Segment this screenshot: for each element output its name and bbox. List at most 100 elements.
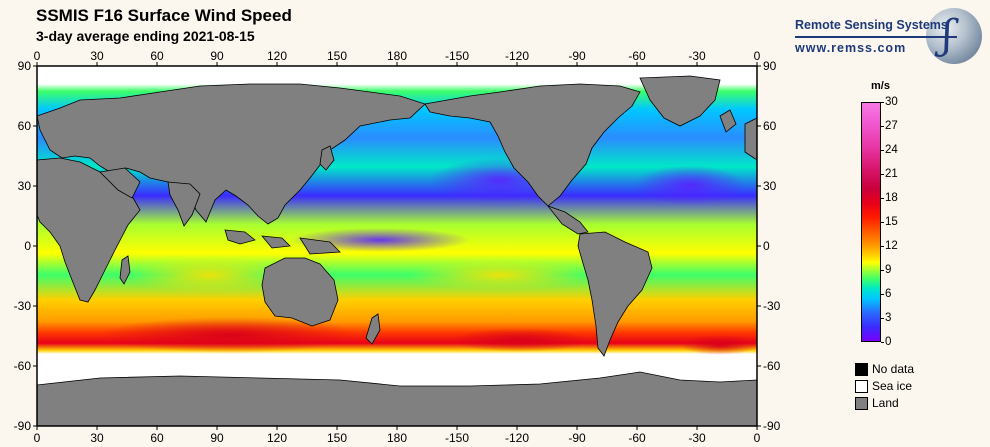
land-eurasia	[37, 83, 426, 225]
lon-tick-label-bottom: 120	[267, 431, 287, 445]
colorbar-tick-mark	[881, 270, 884, 271]
colorbar-tick-mark	[881, 102, 884, 103]
integral-icon: ʃ	[942, 12, 953, 58]
land-central-america	[546, 205, 589, 235]
lat-tick-label-right: -30	[763, 299, 781, 313]
colorbar-tick-mark	[881, 318, 884, 319]
colorbar-tick-label: 12	[885, 240, 898, 252]
lon-tick-label-top: 30	[90, 49, 104, 63]
land-indonesia-east	[261, 235, 291, 249]
rss-logo[interactable]: ʃ Remote Sensing Systems www.remss.com	[792, 8, 984, 68]
north-atlantic-calm	[635, 165, 745, 205]
land-new-guinea	[299, 237, 341, 255]
lat-tick-label-left: -90	[14, 419, 32, 433]
indian-trades	[130, 257, 290, 293]
lon-tick-label-top: 0	[34, 49, 41, 63]
map-title: SSMIS F16 Surface Wind Speed	[36, 6, 292, 25]
colorbar-unit: m/s	[871, 80, 890, 92]
lon-tick-label-bottom: 30	[90, 431, 104, 445]
colorbar-tick-label: 6	[885, 288, 892, 300]
colorbar-tick-mark	[881, 246, 884, 247]
land-arabia	[99, 167, 141, 199]
lat-tick-label-right: -60	[763, 359, 781, 373]
land-south-america	[577, 231, 653, 357]
lon-tick-label-bottom: 90	[210, 431, 224, 445]
lat-tick-label-right: 60	[763, 119, 777, 133]
lon-tick-label-top: -150	[445, 49, 469, 63]
colorbar-tick-mark	[881, 150, 884, 151]
colorbar-tick-mark	[881, 198, 884, 199]
lon-tick-label-bottom: 180	[387, 431, 407, 445]
lat-tick-label-left: 0	[24, 239, 31, 253]
legend-label: Land	[872, 396, 899, 410]
colorbar	[861, 102, 881, 342]
lon-tick-label-top: -60	[628, 49, 646, 63]
lon-tick-label-bottom: -60	[628, 431, 646, 445]
legend-label: Sea ice	[872, 379, 913, 393]
lon-tick-label-top: 60	[150, 49, 164, 63]
land-north-america	[424, 83, 641, 207]
legend-label: No data	[872, 362, 915, 376]
lat-tick-label-right: -90	[763, 419, 781, 433]
land-greenland	[639, 75, 721, 127]
colorbar-tick-label: 24	[885, 144, 898, 156]
lat-ticks-right: 90 60 30 0 -30 -60 -90	[757, 59, 781, 433]
land-antarctica	[37, 371, 757, 426]
lon-tick-label-top: 0	[754, 49, 761, 63]
legend-swatch	[855, 380, 868, 393]
land-japan	[319, 145, 335, 171]
lat-tick-label-left: 60	[18, 119, 32, 133]
colorbar-tick-label: 30	[885, 96, 898, 108]
south-pacific-trades	[410, 260, 590, 290]
southern-ocean-jet-atlantic	[680, 335, 757, 355]
lon-tick-label-top: -90	[568, 49, 586, 63]
land-australia	[261, 257, 339, 327]
lon-tick-label-bottom: 60	[150, 431, 164, 445]
lat-tick-label-left: 30	[18, 179, 32, 193]
lat-tick-label-right: 30	[763, 179, 777, 193]
lat-tick-label-left: -60	[14, 359, 32, 373]
lat-tick-label-right: 90	[763, 59, 777, 73]
lon-tick-label-top: 120	[267, 49, 287, 63]
land-india	[167, 181, 201, 227]
lon-ticks-top: 0 30 60 90 120 150 180 -150 -120 -90 -60 -30 0	[34, 49, 761, 66]
lon-tick-label-bottom: -90	[568, 431, 586, 445]
colorbar-tick-label: 9	[885, 264, 892, 276]
land-masses	[37, 75, 757, 426]
lon-tick-label-bottom: -30	[688, 431, 706, 445]
logo-divider	[795, 36, 957, 38]
colorbar-tick-label: 3	[885, 312, 892, 324]
land-british-isles	[719, 109, 737, 133]
colorbar-tick-mark	[881, 342, 884, 343]
lon-tick-label-bottom: 0	[754, 431, 761, 445]
lon-tick-label-top: 90	[210, 49, 224, 63]
western-pacific-calm	[290, 228, 470, 252]
lon-tick-label-bottom: -120	[505, 431, 529, 445]
lon-tick-label-bottom: 150	[327, 431, 347, 445]
colorbar-tick-label: 27	[885, 120, 898, 132]
colorbar-tick-mark	[881, 174, 884, 175]
land-new-zealand	[365, 313, 381, 345]
lon-tick-label-top: 150	[327, 49, 347, 63]
colorbar-tick-label: 18	[885, 192, 898, 204]
colorbar-tick-mark	[881, 294, 884, 295]
colorbar-tick-mark	[881, 126, 884, 127]
legend-swatch	[855, 363, 868, 376]
colorbar-tick-label: 0	[885, 336, 892, 348]
colorbar-tick-label: 21	[885, 168, 898, 180]
logo-url[interactable]: www.remss.com	[795, 41, 907, 55]
lat-tick-label-left: -30	[14, 299, 32, 313]
lat-tick-label-left: 90	[18, 59, 32, 73]
lon-tick-label-top: -120	[505, 49, 529, 63]
lat-ticks-left: 90 60 30 0 -30 -60 -90	[14, 59, 37, 433]
land-europe-west	[744, 117, 757, 161]
lon-ticks-bottom: 0 30 60 90 120 150 180 -150 -120 -90 -60 -30 0	[34, 426, 761, 445]
logo-name: Remote Sensing Systems	[795, 18, 948, 32]
lon-tick-label-top: -30	[688, 49, 706, 63]
land-madagascar	[119, 255, 131, 285]
lon-tick-label-bottom: -150	[445, 431, 469, 445]
land-indonesia-west	[224, 229, 256, 245]
lon-tick-label-bottom: 0	[34, 431, 41, 445]
map-subtitle: 3-day average ending 2021-08-15	[36, 28, 255, 44]
